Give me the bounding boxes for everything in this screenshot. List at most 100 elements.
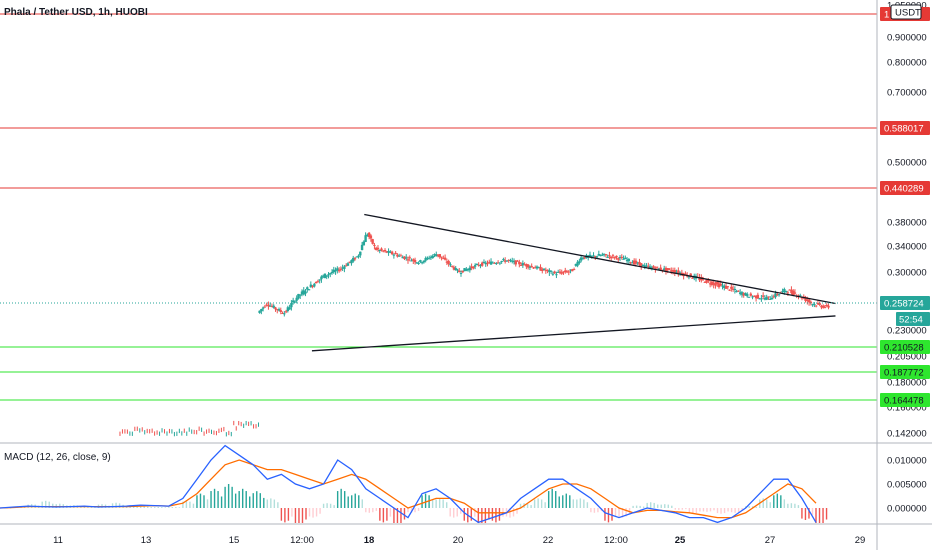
candle-body: [618, 257, 622, 259]
candle-body: [389, 251, 392, 253]
macd-histogram-bar: [628, 508, 631, 514]
countdown-tag: [896, 312, 930, 326]
support-level-2-tag-label: 0.187772: [884, 368, 924, 379]
candle-body: [302, 290, 305, 295]
candle-body: [369, 235, 373, 239]
macd-histogram-bar: [558, 496, 560, 508]
x-tick-label: 22: [543, 535, 554, 546]
candle-body: [359, 251, 362, 256]
macd-histogram-bar: [185, 500, 188, 508]
candle-body: [818, 303, 821, 305]
macd-histogram-bar: [790, 503, 793, 508]
candle-body: [344, 265, 348, 267]
candle-body: [387, 250, 390, 253]
candle-body: [512, 260, 516, 263]
candle-body: [484, 262, 487, 265]
macd-histogram-bar: [347, 496, 349, 508]
macd-y-tick-label: 0.005000: [887, 480, 927, 491]
macd-histogram-bar: [154, 507, 156, 508]
candle-body: [382, 250, 385, 252]
time-axis[interactable]: 11 13 15 12:00 18 20 22 12:00 25 27 29: [0, 523, 932, 546]
macd-histogram-bar: [590, 508, 592, 513]
macd-histogram-bar: [136, 506, 138, 508]
macd-histogram-bar: [238, 491, 240, 508]
macd-histogram-bar: [453, 508, 455, 518]
macd-signal-line: [0, 459, 817, 519]
candle-body: [689, 273, 692, 278]
candle-body: [293, 301, 297, 303]
macd-histogram-bar: [41, 501, 43, 508]
macd-axis[interactable]: 0.010000 0.005000 0.000000: [887, 456, 927, 515]
macd-histogram-bar: [386, 508, 388, 521]
candle-body: [548, 270, 551, 273]
macd-histogram-bar: [734, 508, 736, 513]
macd-histogram-bar: [730, 508, 733, 513]
candle-body: [447, 260, 450, 265]
candle-body: [528, 266, 532, 268]
macd-pane: [0, 442, 932, 524]
macd-histogram-bar: [48, 501, 50, 508]
macd-histogram-bar: [562, 495, 564, 508]
candle-body: [304, 291, 307, 294]
symbol-title: Phala / Tether USD, 1h, HUOBI: [4, 7, 148, 18]
y-tick-label: 0.800000: [887, 58, 927, 69]
macd-histogram-bar: [45, 500, 47, 508]
candle-body: [424, 257, 427, 261]
macd-histogram-bar: [308, 508, 311, 517]
candle-body: [420, 262, 424, 264]
candle-body: [320, 276, 323, 280]
candle-body: [728, 289, 731, 291]
macd-histogram-bar: [196, 495, 198, 508]
candle-body: [291, 300, 295, 303]
candle-body: [502, 259, 505, 261]
candle-body: [714, 283, 717, 286]
candle-body: [624, 257, 627, 260]
price-axis[interactable]: 1.0500000.9000000.8000000.7000000.500000…: [876, 0, 930, 550]
candle-body: [597, 253, 601, 256]
macd-histogram-bar: [783, 499, 786, 508]
candle-body: [366, 234, 369, 236]
candle-body: [595, 256, 599, 258]
macd-histogram-bar: [678, 508, 680, 510]
macd-histogram-bar: [477, 508, 480, 523]
candle-body: [268, 305, 272, 307]
candle-body: [371, 239, 374, 244]
candle-body: [673, 270, 677, 273]
macd-histogram-bar: [544, 502, 546, 508]
candle-body: [316, 281, 320, 283]
macd-histogram-bar: [333, 505, 335, 508]
macd-histogram-bar: [259, 493, 261, 508]
candle-body: [747, 296, 751, 298]
candle-body: [523, 264, 526, 266]
candle-body: [350, 260, 353, 264]
candle-body: [311, 286, 314, 288]
candle-body: [521, 263, 525, 266]
candle-body: [820, 305, 823, 308]
candle-body: [352, 257, 355, 262]
macd-histogram-bar: [632, 505, 634, 508]
macd-histogram-bar: [231, 486, 233, 508]
macd-histogram-bar: [322, 503, 325, 508]
candle-body: [786, 292, 790, 294]
candle-body: [774, 293, 777, 298]
macd-histogram-bar: [498, 508, 501, 521]
candle-body: [374, 247, 378, 250]
candle-body: [761, 295, 765, 297]
candle-body: [806, 299, 809, 302]
candle-body: [394, 252, 397, 255]
macd-histogram-bar: [263, 497, 265, 508]
candle-body: [399, 255, 403, 257]
macd-histogram-bar: [203, 495, 205, 508]
candle-body: [576, 261, 579, 266]
candle-body: [668, 268, 671, 270]
candle-body: [509, 259, 512, 261]
candle-body: [776, 294, 779, 296]
candle-body: [435, 254, 438, 257]
candle-body: [258, 310, 261, 313]
macd-histogram-bar: [614, 508, 617, 517]
candle-body: [671, 270, 675, 272]
candle-body: [756, 294, 760, 299]
macd-histogram-bar: [737, 508, 740, 513]
candle-body: [569, 269, 572, 271]
